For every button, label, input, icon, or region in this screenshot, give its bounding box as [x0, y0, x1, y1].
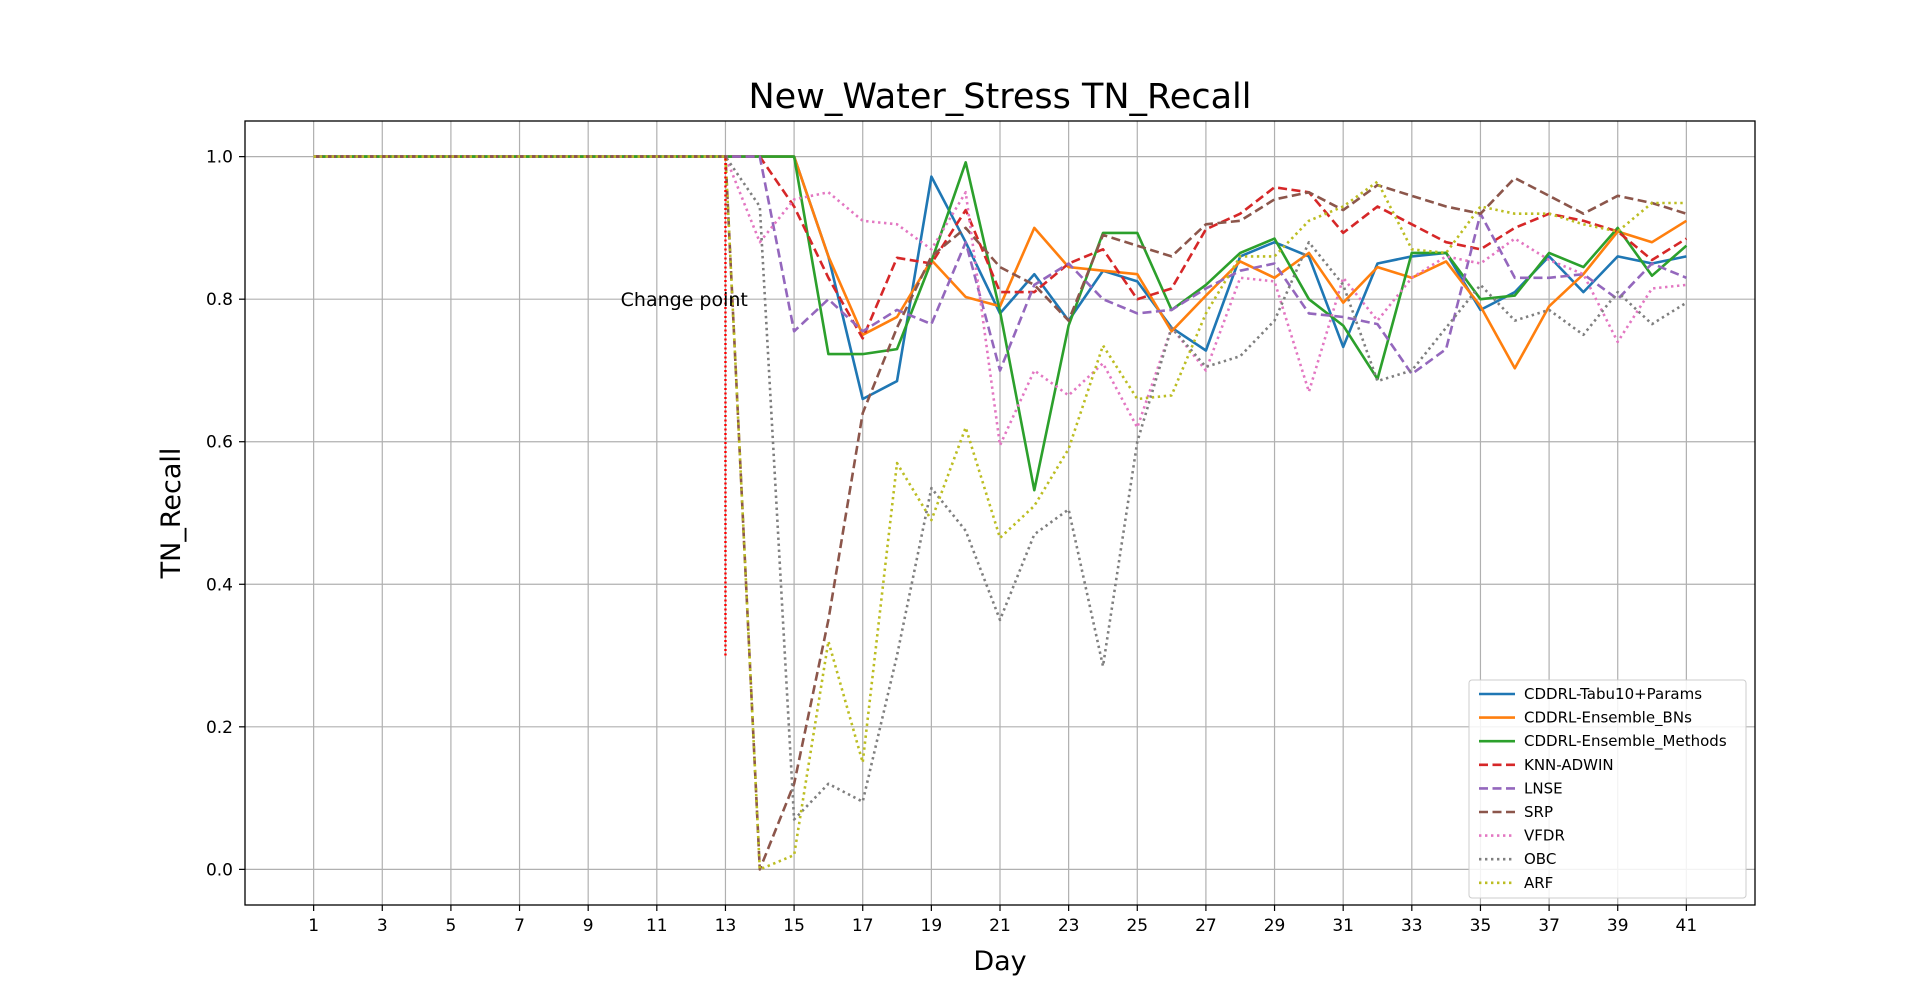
x-tick-label: 9 [583, 916, 594, 936]
legend-label: CDDRL-Tabu10+Params [1524, 685, 1702, 703]
x-tick-label: 31 [1332, 916, 1354, 936]
legend-label: VFDR [1524, 827, 1565, 845]
x-tick-label: 17 [852, 916, 874, 936]
legend-label: SRP [1524, 803, 1553, 821]
x-tick-label: 7 [514, 916, 525, 936]
legend-label: ARF [1524, 874, 1553, 892]
y-axis-ticks: 0.0 0.2 0.4 0.6 0.8 1.0 [206, 148, 245, 880]
y-tick-label: 0.0 [206, 860, 233, 880]
x-tick-label: 25 [1126, 916, 1148, 936]
series-line [313, 155, 1687, 871]
x-tick-label: 33 [1401, 916, 1423, 936]
x-tick-label: 15 [783, 916, 805, 936]
x-tick-label: 41 [1676, 916, 1698, 936]
legend-label: LNSE [1524, 779, 1563, 797]
x-tick-label: 21 [989, 916, 1011, 936]
x-tick-label: 5 [445, 916, 456, 936]
legend: CDDRL-Tabu10+Params CDDRL-Ensemble_BNs CDD… [1468, 679, 1747, 899]
x-tick-label: 27 [1195, 916, 1217, 936]
x-axis-title: Day [973, 946, 1026, 977]
legend-label: CDDRL-Ensemble_BNs [1524, 709, 1692, 728]
series-line [313, 155, 1687, 871]
y-tick-label: 0.8 [206, 290, 233, 310]
chart-title: New_Water_Stress TN_Recall [749, 77, 1252, 117]
series-line [313, 155, 1688, 340]
legend-label: OBC [1524, 850, 1556, 868]
y-tick-label: 0.2 [206, 718, 233, 738]
series-lines [313, 155, 1688, 871]
x-tick-label: 39 [1607, 916, 1629, 936]
x-tick-label: 3 [377, 916, 388, 936]
x-axis-ticks: 1 3 5 7 9 11 13 15 17 19 21 23 25 27 29 31 33 35 37 39 41 [308, 905, 1697, 936]
legend-label: KNN-ADWIN [1524, 756, 1614, 774]
x-tick-label: 23 [1058, 916, 1080, 936]
y-tick-label: 1.0 [206, 148, 233, 168]
change-point-annotation: Change point [621, 289, 748, 311]
y-tick-label: 0.4 [206, 575, 233, 595]
x-tick-label: 37 [1538, 916, 1560, 936]
series-line [313, 155, 1687, 376]
x-tick-label: 19 [921, 916, 943, 936]
x-tick-label: 29 [1264, 916, 1286, 936]
x-tick-label: 11 [646, 916, 668, 936]
x-tick-label: 1 [308, 916, 319, 936]
legend-label: CDDRL-Ensemble_Methods [1524, 732, 1727, 751]
legend-box [1468, 679, 1747, 899]
x-tick-label: 35 [1470, 916, 1492, 936]
y-tick-label: 0.6 [206, 433, 233, 453]
x-tick-label: 13 [715, 916, 737, 936]
y-axis-title: TN_Recall [156, 448, 187, 580]
